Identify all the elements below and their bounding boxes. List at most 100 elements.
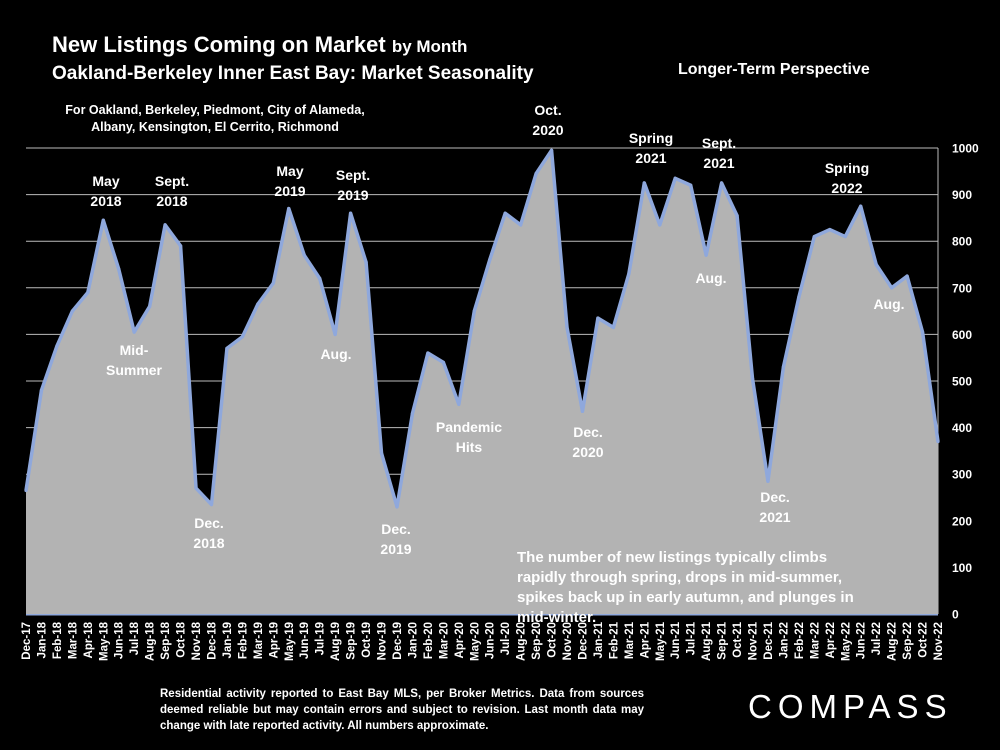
- data-point-Sep-21: [719, 181, 724, 185]
- annotation-Dec-19: Dec. 2019: [380, 521, 411, 557]
- x-tick-label: Nov-19: [377, 622, 389, 660]
- data-point-Apr-21: [642, 181, 646, 185]
- annotations: May 2018 Sept. 2018 Mid-Summer Dec. 2018 May 201…: [90, 102, 904, 557]
- x-tick-label: Sep-20: [531, 622, 543, 660]
- chart-title-main: New Listings Coming on Market: [52, 32, 386, 57]
- annotation-Oct-20: Oct. 2020: [532, 102, 563, 138]
- data-point-Aug-22: [890, 286, 894, 290]
- x-tick-label: Mar-21: [624, 621, 636, 659]
- x-axis-ticks: Dec-17 Jan-18 Feb-18 Mar-18 Apr-18 May-18 Jun-…: [21, 621, 945, 661]
- perspective-label: Longer-Term Perspective: [678, 61, 870, 78]
- x-tick-label: Jan-18: [36, 621, 48, 658]
- x-tick-label: Apr-22: [825, 622, 837, 658]
- y-tick-label: 900: [952, 188, 972, 202]
- x-tick-label: May-18: [98, 621, 110, 661]
- x-tick-label: May-22: [840, 622, 852, 661]
- y-tick-label: 300: [952, 468, 972, 482]
- data-point-Mar-20: [441, 360, 445, 364]
- data-point-Aug-19: [333, 332, 337, 336]
- data-point-Mar-22: [812, 234, 816, 239]
- data-point-Aug-20: [519, 223, 523, 227]
- data-point-Nov-18: [194, 486, 198, 490]
- data-point-Jul-19: [318, 276, 322, 281]
- footnote: Residential activity reported to East Ba…: [160, 688, 644, 732]
- annotation-May-22: Spring 2022: [825, 160, 869, 196]
- x-tick-label: May-21: [655, 621, 667, 661]
- x-tick-label: Feb-21: [608, 621, 620, 659]
- annotation-Sep-18: Sept. 2018: [155, 173, 189, 209]
- annotation-Dec-18: Dec. 2018: [193, 515, 224, 551]
- x-tick-label: Aug-18: [145, 621, 157, 661]
- y-tick-label: 700: [952, 281, 972, 295]
- x-tick-label: Feb-22: [794, 622, 806, 659]
- data-point-Sep-19: [349, 211, 353, 215]
- x-tick-label: Apr-21: [639, 621, 651, 658]
- x-tick-label: Jan-19: [222, 622, 234, 658]
- data-point-Dec-20: [580, 409, 585, 413]
- annotation-Apr-20: Pandemic Hits: [436, 419, 502, 455]
- data-point-Jan-21: [596, 316, 600, 320]
- x-tick-label: Jul-19: [315, 622, 327, 655]
- y-tick-label: 1000: [952, 142, 979, 156]
- x-tick-label: Feb-19: [237, 622, 249, 659]
- data-point-Jun-19: [302, 253, 306, 257]
- x-tick-label: Jul-20: [500, 622, 512, 655]
- x-tick-label: Dec-19: [392, 622, 404, 660]
- y-tick-label: 0: [952, 608, 959, 622]
- data-point-Apr-22: [828, 227, 832, 232]
- x-tick-label: Sep-19: [346, 622, 358, 660]
- annotation-Sep-21: Sept. 2021: [702, 135, 736, 171]
- y-tick-label: 500: [952, 375, 972, 389]
- annotation-Apr-21: Spring 2021: [629, 130, 673, 166]
- x-tick-label: Aug-22: [887, 622, 899, 661]
- x-tick-label: Dec-21: [763, 621, 775, 659]
- x-tick-label: Jun-18: [114, 621, 126, 659]
- data-point-Sep-20: [534, 172, 538, 176]
- data-point-Nov-20: [565, 325, 569, 330]
- y-tick-label: 100: [952, 561, 972, 575]
- x-tick-label: Jan-21: [593, 621, 605, 658]
- data-point-Dec-19: [395, 505, 399, 509]
- x-tick-label: Feb-18: [52, 621, 64, 659]
- x-tick-label: Mar-22: [809, 622, 821, 659]
- x-tick-label: Jul-21: [686, 621, 698, 655]
- data-point-Nov-21: [750, 377, 755, 381]
- x-tick-label: Aug-20: [516, 622, 528, 661]
- x-tick-label: Mar-20: [438, 622, 450, 659]
- data-point-Jun-21: [673, 176, 677, 180]
- x-tick-label: Dec-17: [21, 622, 33, 660]
- x-tick-label: Oct-20: [547, 622, 559, 658]
- data-point-Sep-22: [905, 274, 909, 278]
- x-tick-label: Oct-18: [176, 621, 188, 657]
- y-tick-label: 600: [952, 328, 972, 342]
- data-point-Feb-18: [55, 344, 59, 348]
- areas-note: For Oakland, Berkeley, Piedmont, City of…: [65, 103, 365, 134]
- x-tick-label: Sep-21: [717, 621, 729, 659]
- data-point-Nov-19: [379, 451, 384, 455]
- x-tick-label: Dec-18: [206, 621, 218, 659]
- data-point-Aug-21: [704, 253, 708, 257]
- x-tick-label: Aug-19: [330, 622, 342, 661]
- x-tick-label: Dec-20: [577, 622, 589, 660]
- y-tick-label: 200: [952, 514, 972, 528]
- data-point-May-19: [287, 206, 291, 211]
- data-point-Jan-19: [225, 346, 229, 350]
- y-axis-ticks: 0 100 200 300 400 500 600 700 800 900 1000: [952, 142, 979, 622]
- chart-subtitle: Oakland-Berkeley Inner East Bay: Market …: [52, 63, 534, 84]
- data-point-Dec-17: [24, 488, 28, 493]
- x-tick-label: Jun-19: [299, 622, 311, 659]
- x-tick-label: Nov-20: [562, 622, 574, 660]
- annotation-Sep-19: Sept. 2019: [336, 167, 370, 203]
- data-point-Nov-22: [936, 439, 940, 444]
- data-point-Apr-19: [271, 281, 275, 285]
- data-point-Mar-19: [256, 302, 260, 306]
- x-tick-label: Aug-21: [701, 621, 713, 661]
- x-tick-label: Apr-19: [268, 622, 280, 658]
- x-tick-label: Jun-22: [856, 622, 868, 659]
- data-point-Aug-18: [148, 304, 152, 309]
- series-area: [26, 150, 938, 614]
- annotation-Dec-21: Dec. 2021: [759, 489, 790, 525]
- callout-text: The number of new listings typically cli…: [517, 549, 854, 626]
- x-tick-label: May-20: [469, 622, 481, 661]
- data-point-Jul-22: [874, 262, 878, 267]
